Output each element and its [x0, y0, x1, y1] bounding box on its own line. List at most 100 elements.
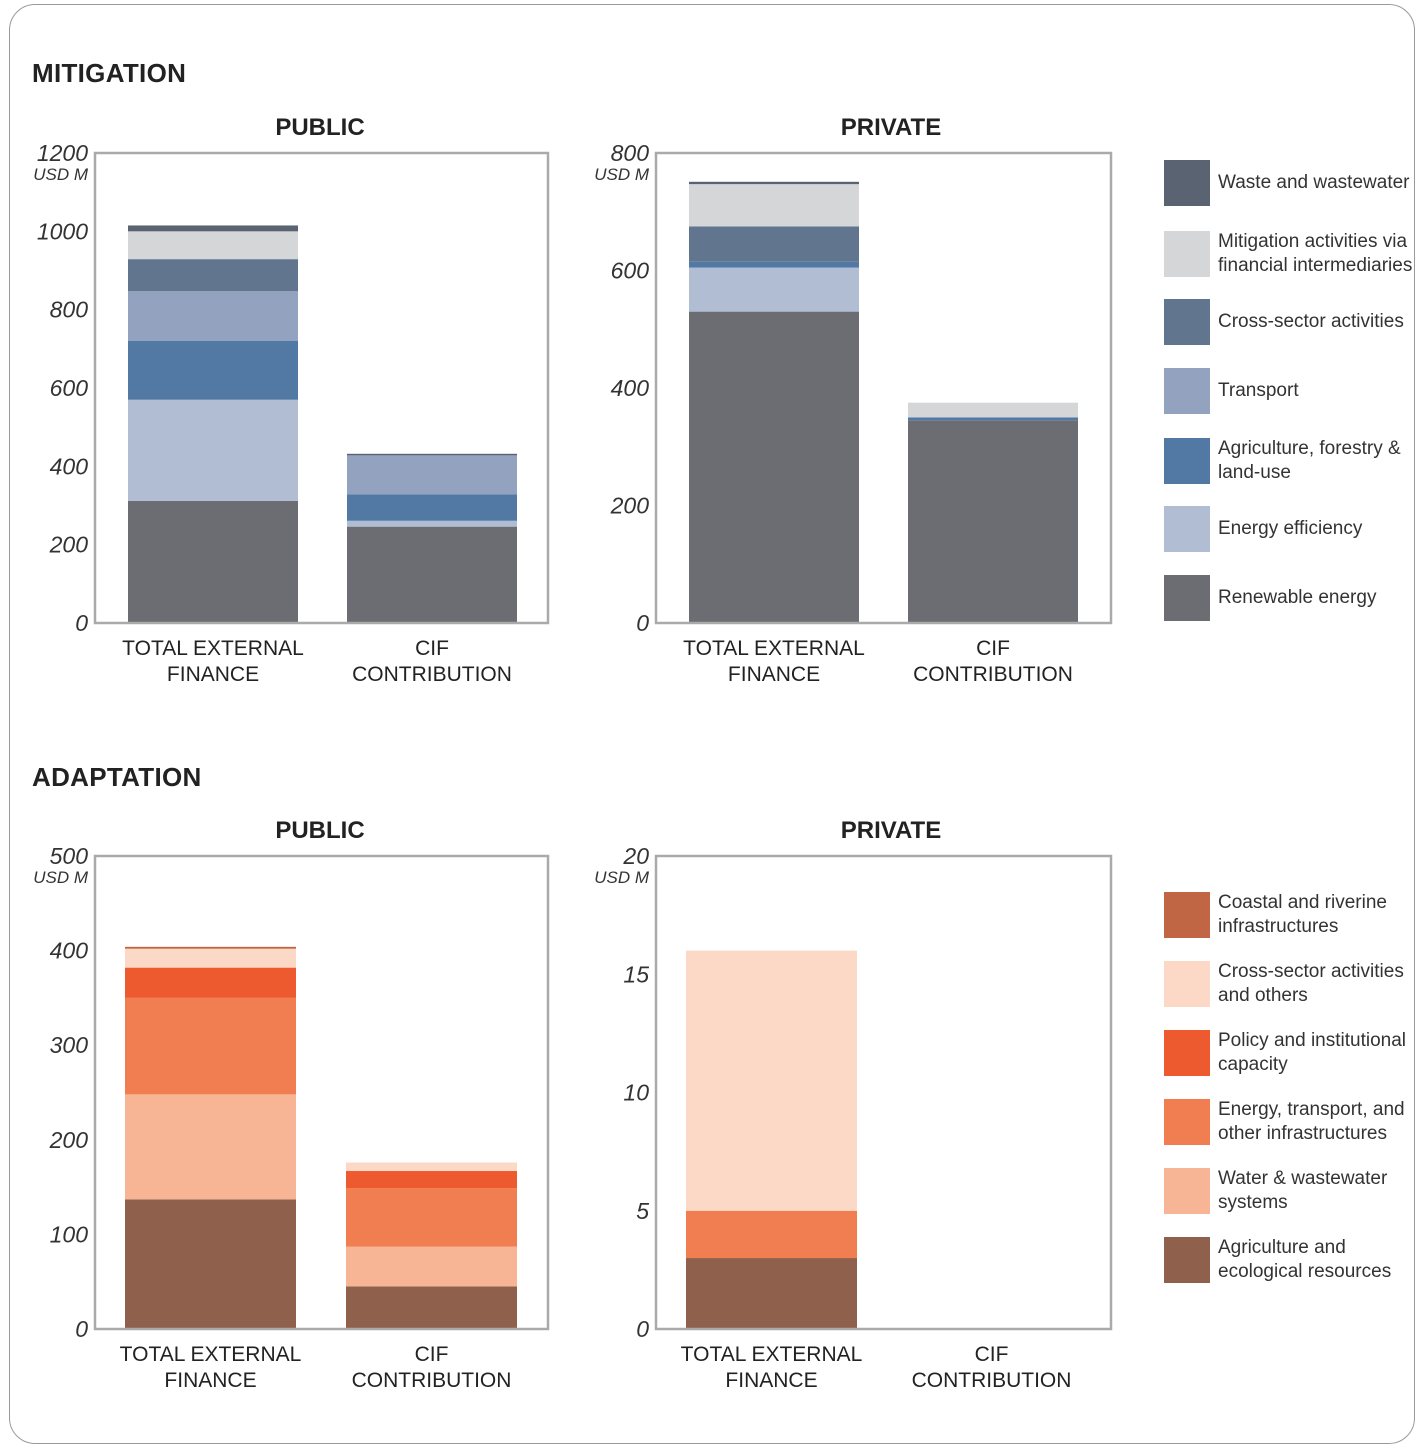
- adaptation-public-chart-title: PUBLIC: [275, 817, 364, 844]
- legend-swatch: [1164, 231, 1210, 277]
- mitigation-private-bar-segment: [689, 226, 859, 262]
- legend-item: Energy, transport, and other infrastruct…: [1164, 1098, 1418, 1146]
- mitigation-private-category-label: CONTRIBUTION: [913, 663, 1073, 686]
- mitigation-public-plot-frame: [93, 151, 550, 625]
- mitigation-public-y-tick-label: 800: [50, 297, 89, 323]
- adaptation-private-y-tick-label: 10: [623, 1080, 649, 1106]
- legend-swatch: [1164, 506, 1210, 552]
- mitigation-public-bar-segment: [347, 455, 517, 495]
- mitigation-private-y-tick-label: 800: [611, 140, 650, 166]
- mitigation-private-y-axis-unit: USD M: [594, 165, 650, 184]
- mitigation-public-y-tick-label: 600: [50, 375, 89, 401]
- mitigation-private-category-label: TOTAL EXTERNAL: [683, 637, 865, 660]
- adaptation-public-bar-segment: [346, 1171, 517, 1189]
- legend-swatch: [1164, 1030, 1210, 1076]
- adaptation-private-category-label: TOTAL EXTERNAL: [681, 1343, 863, 1366]
- mitigation-public-bar-segment: [128, 500, 298, 623]
- adaptation-private-category-label: FINANCE: [725, 1369, 817, 1392]
- adaptation-public-category-label: CONTRIBUTION: [352, 1369, 512, 1392]
- adaptation-private-category-label: CIF: [975, 1343, 1009, 1366]
- mitigation-private-y-tick-label: 600: [611, 258, 650, 284]
- adaptation-public-bar-segment: [125, 1199, 296, 1329]
- mitigation-public-y-tick-label: 1000: [37, 218, 88, 244]
- mitigation-private-y-tick-label: 0: [636, 610, 649, 636]
- adaptation-public-bar-segment: [346, 1188, 517, 1247]
- adaptation-private-bar-segment: [686, 1258, 857, 1329]
- mitigation-public-bar-segment: [347, 526, 517, 623]
- legend-item: Transport: [1164, 368, 1418, 414]
- adaptation-public-category-label: CIF: [415, 1343, 449, 1366]
- legend-swatch: [1164, 1168, 1210, 1214]
- legend-item: Water & wastewater systems: [1164, 1167, 1418, 1215]
- legend-item: Cross-sector activities: [1164, 299, 1418, 345]
- mitigation-public-category-label: TOTAL EXTERNAL: [122, 637, 304, 660]
- legend-item: Mitigation activities via financial inte…: [1164, 230, 1418, 278]
- mitigation-public-bar-segment: [347, 520, 517, 527]
- legend-swatch: [1164, 575, 1210, 621]
- mitigation-private-y-tick-label: 200: [610, 493, 650, 519]
- mitigation-private-bar-segment: [689, 261, 859, 268]
- mitigation-public-chart-title: PUBLIC: [275, 114, 364, 141]
- legend-label: Energy efficiency: [1218, 518, 1363, 539]
- adaptation-public-bar-segment: [125, 997, 296, 1095]
- mitigation-public-y-tick-label: 400: [50, 453, 89, 479]
- adaptation-public-y-tick-label: 100: [50, 1221, 89, 1247]
- adaptation-public-bar-segment: [125, 967, 296, 998]
- mitigation-private-bar-segment: [908, 402, 1078, 418]
- adaptation-private-plot-frame: [654, 854, 1113, 1331]
- adaptation-public-bar-segment: [125, 948, 296, 968]
- mitigation-public-category-label: CONTRIBUTION: [352, 663, 512, 686]
- legend-label: Policy and institutional capacity: [1218, 1030, 1406, 1075]
- adaptation-public-category-label: FINANCE: [164, 1369, 256, 1392]
- adaptation-public-bar-segment: [125, 1094, 296, 1200]
- legend-label: Agriculture, forestry & land-use: [1218, 438, 1401, 483]
- mitigation-private-y-tick-label: 400: [611, 375, 650, 401]
- legend-label: Energy, transport, and other infrastruct…: [1218, 1099, 1405, 1144]
- legend-item: Policy and institutional capacity: [1164, 1029, 1418, 1077]
- legend-label: Agriculture and ecological resources: [1218, 1237, 1392, 1282]
- section-title-adaptation: ADAPTATION: [32, 762, 202, 792]
- mitigation-private-chart-title: PRIVATE: [841, 114, 941, 141]
- mitigation-private-bar-segment: [689, 311, 859, 623]
- mitigation-public-y-tick-label: 200: [49, 532, 89, 558]
- mitigation-private-bar-segment: [908, 420, 1078, 623]
- mitigation-public-bar-segment: [128, 291, 298, 341]
- adaptation-private-y-tick-label: 15: [623, 961, 649, 987]
- mitigation-private-plot-frame: [654, 151, 1113, 625]
- legend-item: Renewable energy: [1164, 575, 1418, 621]
- legend-swatch: [1164, 1099, 1210, 1145]
- mitigation-public-bar-segment: [128, 341, 298, 400]
- legend-swatch: [1164, 1237, 1210, 1283]
- mitigation-private-category-label: FINANCE: [728, 663, 820, 686]
- mitigation-private-bar-segment: [908, 417, 1078, 421]
- adaptation-private-y-tick-label: 5: [636, 1198, 649, 1224]
- section-title-mitigation: MITIGATION: [32, 58, 187, 88]
- legend-label: Water & wastewater systems: [1218, 1168, 1388, 1213]
- legend-item: Energy efficiency: [1164, 506, 1418, 552]
- legend-item: Coastal and riverine infrastructures: [1164, 891, 1418, 939]
- mitigation-public-bar-segment: [128, 259, 298, 292]
- mitigation-private-category-label: CIF: [976, 637, 1010, 660]
- adaptation-private-category-label: CONTRIBUTION: [912, 1369, 1072, 1392]
- adaptation-private-chart-title: PRIVATE: [841, 817, 941, 844]
- adaptation-public-bar-segment: [346, 1162, 517, 1172]
- legend-label: Transport: [1218, 380, 1299, 401]
- legend-item: Waste and wastewater: [1164, 160, 1418, 206]
- legend-label: Mitigation activities via financial inte…: [1218, 231, 1413, 276]
- mitigation-public-y-tick-label: 1200: [37, 140, 88, 166]
- adaptation-public-y-tick-label: 0: [75, 1316, 88, 1342]
- mitigation-public-category-label: FINANCE: [167, 663, 259, 686]
- mitigation-public-bar-segment: [128, 231, 298, 260]
- mitigation-public-y-tick-label: 0: [75, 610, 88, 636]
- mitigation-public-bar-segment: [347, 494, 517, 521]
- adaptation-private-y-axis-unit: USD M: [594, 868, 650, 887]
- mitigation-public-bar-segment: [347, 453, 517, 456]
- adaptation-public-y-tick-label: 300: [50, 1032, 89, 1058]
- mitigation-public-bar-segment: [128, 225, 298, 232]
- adaptation-public-bar-segment: [346, 1286, 517, 1329]
- legend-item: Agriculture and ecological resources: [1164, 1236, 1418, 1284]
- mitigation-public-y-axis-unit: USD M: [33, 165, 89, 184]
- mitigation-public-bar-segment: [128, 399, 298, 501]
- adaptation-public-y-tick-label: 500: [50, 843, 89, 869]
